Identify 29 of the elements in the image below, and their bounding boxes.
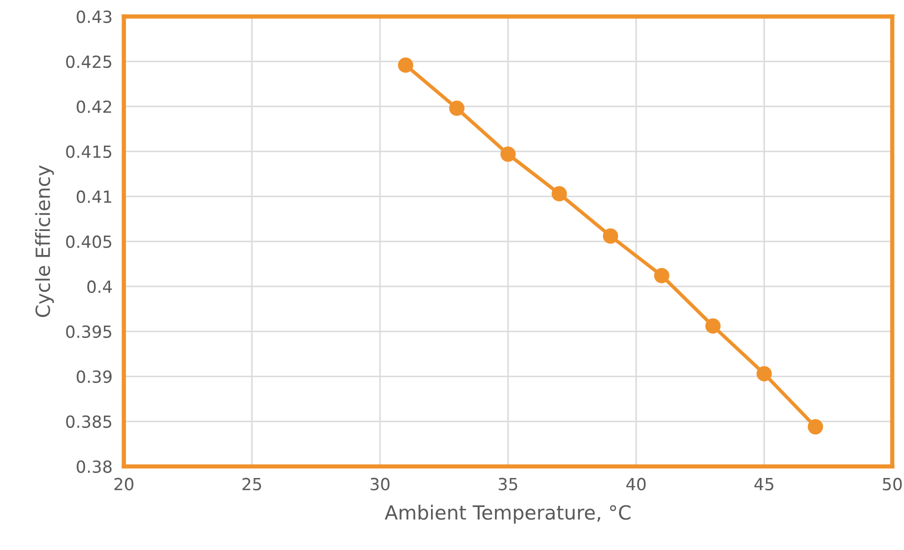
point <box>500 146 516 162</box>
y-tick-label: 0.43 <box>76 10 112 24</box>
x-tick-label: 45 <box>754 478 774 490</box>
y-tick-label: 0.42 <box>76 100 112 114</box>
y-tick-label: 0.405 <box>66 235 112 248</box>
point <box>552 186 567 202</box>
y-tick-label: 0.415 <box>66 145 112 158</box>
x-tick-label: 50 <box>882 478 902 490</box>
point <box>808 419 824 434</box>
y-tick-label: 0.425 <box>66 55 112 68</box>
y-tick-label: 0.395 <box>66 325 112 338</box>
x-tick-label: 30 <box>370 478 390 490</box>
x-tick-label: 35 <box>498 478 518 490</box>
y-tick-label: 0.4 <box>87 280 112 294</box>
point <box>602 228 618 244</box>
point <box>756 366 772 382</box>
x-axis-title: Ambient Temperature, °C <box>384 504 630 524</box>
y-axis-title: Cycle Efficiency <box>35 165 54 317</box>
x-tick-label: 25 <box>242 478 262 490</box>
x-tick-label: 40 <box>626 478 646 490</box>
y-tick-label: 0.38 <box>76 460 112 473</box>
y-tick-label: 0.39 <box>76 370 112 383</box>
point <box>449 100 464 116</box>
point <box>654 268 670 284</box>
point <box>398 57 414 73</box>
y-tick-label: 0.41 <box>76 190 112 204</box>
y-tick-label: 0.385 <box>66 415 112 428</box>
point <box>705 318 721 334</box>
x-tick-label: 20 <box>114 478 134 490</box>
